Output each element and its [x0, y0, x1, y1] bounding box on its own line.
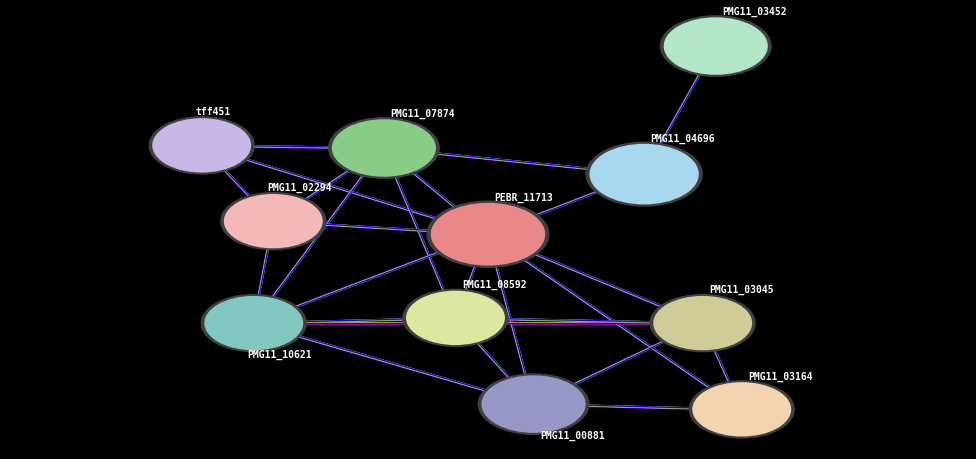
Text: PMG11_03164: PMG11_03164: [749, 370, 813, 381]
Ellipse shape: [406, 291, 505, 345]
Text: PMG11_03045: PMG11_03045: [710, 285, 774, 295]
Text: PMG11_02294: PMG11_02294: [266, 183, 332, 193]
Ellipse shape: [692, 382, 792, 437]
Ellipse shape: [653, 296, 752, 351]
Ellipse shape: [664, 18, 768, 76]
Text: PMG11_10621: PMG11_10621: [247, 349, 312, 359]
Ellipse shape: [328, 118, 440, 179]
Ellipse shape: [590, 145, 699, 205]
Ellipse shape: [152, 119, 251, 173]
Ellipse shape: [586, 142, 703, 207]
Ellipse shape: [221, 192, 326, 251]
Ellipse shape: [332, 120, 436, 177]
Ellipse shape: [148, 117, 255, 175]
Text: PMG11_08592: PMG11_08592: [462, 279, 527, 290]
Text: tff451: tff451: [195, 106, 230, 116]
Text: PMG11_04696: PMG11_04696: [651, 133, 715, 143]
Ellipse shape: [689, 381, 794, 439]
Ellipse shape: [427, 201, 549, 269]
Ellipse shape: [430, 203, 546, 266]
Ellipse shape: [204, 296, 304, 351]
Ellipse shape: [224, 195, 323, 249]
Ellipse shape: [650, 294, 755, 353]
Text: PEBR_11713: PEBR_11713: [495, 192, 553, 202]
Ellipse shape: [660, 16, 772, 78]
Ellipse shape: [481, 375, 586, 433]
Ellipse shape: [477, 373, 590, 435]
Ellipse shape: [201, 294, 306, 353]
Text: PMG11_00881: PMG11_00881: [540, 430, 605, 440]
Text: PMG11_03452: PMG11_03452: [722, 6, 787, 17]
Text: PMG11_07874: PMG11_07874: [390, 108, 455, 118]
Ellipse shape: [402, 289, 508, 347]
